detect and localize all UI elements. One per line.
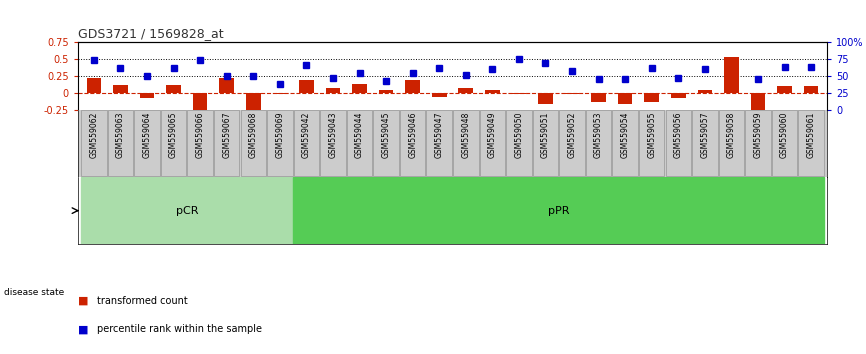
FancyBboxPatch shape xyxy=(320,110,346,176)
Text: GSM559064: GSM559064 xyxy=(143,112,152,158)
FancyBboxPatch shape xyxy=(214,110,239,176)
FancyBboxPatch shape xyxy=(798,110,824,176)
Text: GSM559059: GSM559059 xyxy=(753,112,762,158)
Bar xyxy=(724,57,739,93)
FancyBboxPatch shape xyxy=(559,110,585,176)
Bar xyxy=(87,78,101,93)
Bar xyxy=(219,78,234,93)
Text: GSM559062: GSM559062 xyxy=(89,112,99,158)
Text: GSM559065: GSM559065 xyxy=(169,112,178,158)
Text: GDS3721 / 1569828_at: GDS3721 / 1569828_at xyxy=(78,27,223,40)
Text: GSM559056: GSM559056 xyxy=(674,112,682,158)
Text: GSM559063: GSM559063 xyxy=(116,112,125,158)
Text: GSM559069: GSM559069 xyxy=(275,112,284,158)
Text: GSM559053: GSM559053 xyxy=(594,112,603,158)
Bar xyxy=(405,80,420,93)
Text: GSM559048: GSM559048 xyxy=(462,112,470,158)
Text: GSM559049: GSM559049 xyxy=(488,112,497,158)
FancyBboxPatch shape xyxy=(585,110,611,176)
FancyBboxPatch shape xyxy=(241,110,266,176)
Text: GSM559043: GSM559043 xyxy=(328,112,338,158)
Text: ■: ■ xyxy=(78,296,88,306)
FancyBboxPatch shape xyxy=(692,110,718,176)
FancyBboxPatch shape xyxy=(107,110,133,176)
Bar xyxy=(617,93,632,104)
FancyBboxPatch shape xyxy=(533,110,559,176)
Text: GSM559046: GSM559046 xyxy=(408,112,417,158)
Bar xyxy=(246,93,261,111)
Bar xyxy=(538,93,553,104)
Bar xyxy=(485,90,500,93)
Bar xyxy=(591,93,606,102)
Text: GSM559068: GSM559068 xyxy=(249,112,258,158)
Bar xyxy=(697,90,712,93)
Bar xyxy=(458,87,473,93)
Text: percentile rank within the sample: percentile rank within the sample xyxy=(97,324,262,334)
FancyBboxPatch shape xyxy=(772,110,798,176)
Text: pCR: pCR xyxy=(176,206,198,216)
FancyBboxPatch shape xyxy=(187,110,213,176)
Bar xyxy=(777,86,792,93)
Text: GSM559051: GSM559051 xyxy=(541,112,550,158)
Text: GSM559052: GSM559052 xyxy=(567,112,577,158)
FancyBboxPatch shape xyxy=(373,110,399,176)
Text: GSM559067: GSM559067 xyxy=(223,112,231,158)
FancyBboxPatch shape xyxy=(480,110,505,176)
FancyBboxPatch shape xyxy=(453,110,479,176)
Bar xyxy=(751,93,766,111)
FancyBboxPatch shape xyxy=(81,110,107,176)
Bar xyxy=(432,93,447,97)
Text: ■: ■ xyxy=(78,324,88,334)
Bar xyxy=(193,93,208,111)
FancyBboxPatch shape xyxy=(346,110,372,176)
FancyBboxPatch shape xyxy=(666,110,691,176)
Text: GSM559044: GSM559044 xyxy=(355,112,364,158)
Bar xyxy=(644,93,659,102)
Text: GSM559055: GSM559055 xyxy=(647,112,656,158)
FancyBboxPatch shape xyxy=(267,110,293,176)
FancyBboxPatch shape xyxy=(612,110,638,176)
Bar xyxy=(113,85,128,93)
Text: GSM559058: GSM559058 xyxy=(727,112,736,158)
Bar xyxy=(166,85,181,93)
Bar xyxy=(326,88,340,93)
Text: disease state: disease state xyxy=(4,287,65,297)
FancyBboxPatch shape xyxy=(719,110,744,176)
FancyBboxPatch shape xyxy=(294,110,320,176)
FancyBboxPatch shape xyxy=(426,110,452,176)
Bar xyxy=(299,80,313,93)
Text: GSM559050: GSM559050 xyxy=(514,112,523,158)
Text: transformed count: transformed count xyxy=(97,296,188,306)
Bar xyxy=(352,84,367,93)
Text: GSM559045: GSM559045 xyxy=(382,112,391,158)
FancyBboxPatch shape xyxy=(161,110,186,176)
Bar xyxy=(671,93,686,98)
Text: GSM559042: GSM559042 xyxy=(302,112,311,158)
Text: GSM559057: GSM559057 xyxy=(701,112,709,158)
FancyBboxPatch shape xyxy=(134,110,159,176)
Text: GSM559054: GSM559054 xyxy=(621,112,630,158)
Text: GSM559061: GSM559061 xyxy=(806,112,816,158)
Text: GSM559060: GSM559060 xyxy=(780,112,789,158)
Bar xyxy=(378,90,393,93)
Bar xyxy=(81,177,293,244)
Text: GSM559047: GSM559047 xyxy=(435,112,443,158)
FancyBboxPatch shape xyxy=(639,110,664,176)
Text: pPR: pPR xyxy=(548,206,570,216)
FancyBboxPatch shape xyxy=(400,110,425,176)
Bar xyxy=(804,86,818,93)
Bar xyxy=(293,177,824,244)
Text: GSM559066: GSM559066 xyxy=(196,112,204,158)
Bar xyxy=(139,93,154,98)
FancyBboxPatch shape xyxy=(746,110,771,176)
FancyBboxPatch shape xyxy=(506,110,532,176)
